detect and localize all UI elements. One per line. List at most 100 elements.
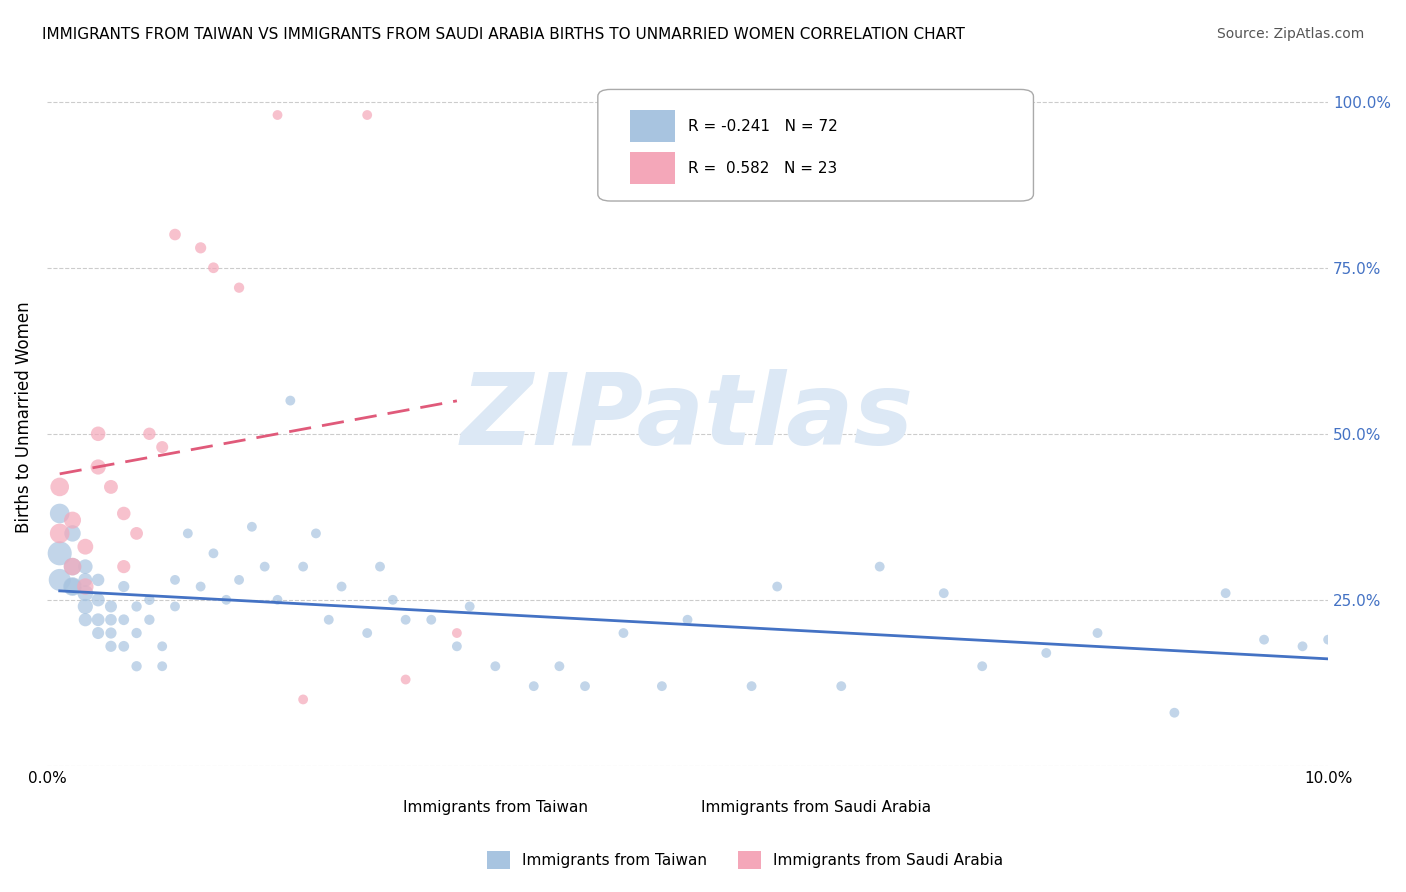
Point [932, 586, 955, 600]
Point [395, 673, 418, 687]
Legend: Immigrants from Taiwan, Immigrants from Saudi Arabia: Immigrants from Taiwan, Immigrants from … [481, 845, 1010, 875]
Point [87, 613, 110, 627]
Point [395, 613, 418, 627]
Point [87, 573, 110, 587]
FancyBboxPatch shape [630, 111, 675, 142]
Point [190, 241, 212, 255]
Point [266, 592, 288, 607]
Point [125, 626, 148, 640]
Y-axis label: Births to Unmarried Women: Births to Unmarried Women [15, 301, 32, 533]
Point [190, 580, 212, 594]
Point [1291, 640, 1313, 654]
Point [62, 526, 84, 541]
Point [1215, 586, 1237, 600]
Point [112, 613, 135, 627]
Point [1317, 632, 1340, 647]
Point [87, 626, 110, 640]
Point [305, 526, 328, 541]
Point [48, 546, 70, 560]
Point [87, 460, 110, 475]
Point [240, 520, 263, 534]
Point [228, 281, 250, 295]
Point [112, 640, 135, 654]
Point [87, 592, 110, 607]
Point [766, 580, 789, 594]
Point [112, 507, 135, 521]
Point [228, 573, 250, 587]
Point [612, 626, 634, 640]
Point [48, 507, 70, 521]
Text: Source: ZipAtlas.com: Source: ZipAtlas.com [1216, 27, 1364, 41]
Point [574, 679, 596, 693]
Point [1087, 626, 1109, 640]
Point [676, 613, 699, 627]
Point [356, 108, 378, 122]
Point [292, 559, 315, 574]
Point [62, 559, 84, 574]
Point [125, 659, 148, 673]
Point [163, 573, 186, 587]
Point [523, 679, 546, 693]
Point [100, 613, 122, 627]
Point [87, 426, 110, 441]
Point [253, 559, 276, 574]
Point [75, 580, 97, 594]
Point [163, 227, 186, 242]
Point [215, 592, 238, 607]
Point [420, 613, 443, 627]
Point [1253, 632, 1275, 647]
Point [62, 580, 84, 594]
Point [202, 260, 225, 275]
Text: IMMIGRANTS FROM TAIWAN VS IMMIGRANTS FROM SAUDI ARABIA BIRTHS TO UNMARRIED WOMEN: IMMIGRANTS FROM TAIWAN VS IMMIGRANTS FRO… [42, 27, 965, 42]
Point [48, 526, 70, 541]
Point [830, 679, 852, 693]
Point [177, 526, 200, 541]
Point [75, 613, 97, 627]
Point [202, 546, 225, 560]
Point [651, 679, 673, 693]
Point [356, 626, 378, 640]
Text: ZIPatlas: ZIPatlas [461, 368, 914, 466]
Point [446, 626, 468, 640]
Point [75, 599, 97, 614]
Point [138, 426, 160, 441]
Point [869, 559, 891, 574]
FancyBboxPatch shape [630, 153, 675, 184]
Point [972, 659, 994, 673]
Point [125, 599, 148, 614]
Point [458, 599, 481, 614]
Point [381, 592, 404, 607]
Point [62, 513, 84, 527]
Point [112, 580, 135, 594]
Point [48, 480, 70, 494]
Point [62, 580, 84, 594]
Point [138, 592, 160, 607]
Point [278, 393, 301, 408]
Text: Immigrants from Saudi Arabia: Immigrants from Saudi Arabia [700, 800, 931, 815]
Point [1163, 706, 1185, 720]
Point [741, 679, 763, 693]
Point [292, 692, 315, 706]
Point [266, 108, 288, 122]
Point [100, 480, 122, 494]
Text: R = -0.241   N = 72: R = -0.241 N = 72 [688, 119, 837, 134]
Point [150, 440, 173, 454]
Point [150, 640, 173, 654]
Point [150, 659, 173, 673]
Point [75, 559, 97, 574]
Point [100, 599, 122, 614]
Point [446, 640, 468, 654]
FancyBboxPatch shape [598, 89, 1033, 201]
Point [75, 540, 97, 554]
Point [318, 613, 340, 627]
Point [112, 559, 135, 574]
Point [484, 659, 506, 673]
Point [48, 573, 70, 587]
Point [125, 526, 148, 541]
Point [100, 626, 122, 640]
Point [548, 659, 571, 673]
Text: R =  0.582   N = 23: R = 0.582 N = 23 [688, 161, 837, 176]
Point [75, 573, 97, 587]
Point [62, 559, 84, 574]
Point [75, 586, 97, 600]
